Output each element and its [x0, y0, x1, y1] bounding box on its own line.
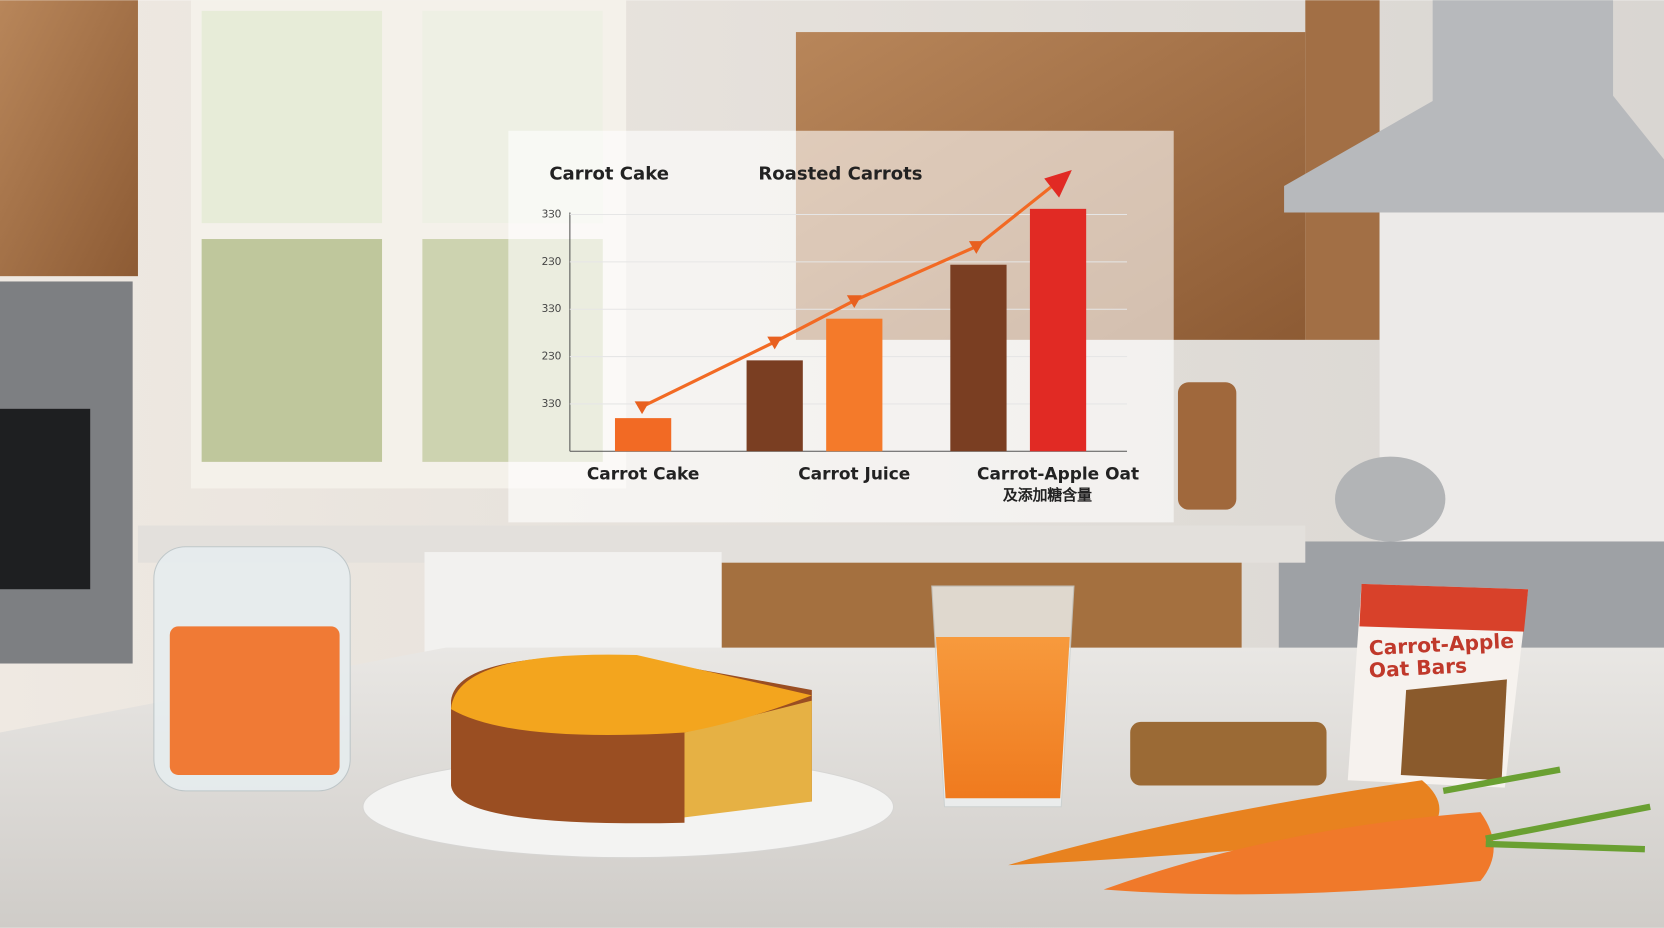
carrot-greens	[1442, 766, 1651, 853]
y-tick-label: 3Ɜ0	[542, 397, 562, 410]
chart-annotation: Roasted Carrots	[758, 163, 922, 184]
x-tick-label: Carrot Juice	[798, 465, 910, 485]
cabinet	[0, 0, 138, 277]
chart-annotation: Carrot Cake	[549, 163, 669, 184]
x-tick-label: Carrot-Apple Oat	[977, 465, 1139, 485]
carrot	[1103, 812, 1494, 895]
bar	[950, 264, 1007, 452]
range-hood	[1284, 0, 1664, 213]
package-band	[1359, 583, 1529, 632]
chart-overlay: Carrot Cake Roasted Carrots 3Ɜ0 2Ɜ0 3Ɜ0 2Ɜ0…	[508, 130, 1174, 523]
frosting	[451, 654, 812, 736]
cutting-board	[1177, 382, 1237, 510]
bar	[614, 418, 672, 452]
trend-marker	[767, 336, 783, 350]
trend-marker	[634, 401, 650, 415]
trend-arrowhead	[1044, 170, 1072, 198]
y-tick-label: 3Ɜ0	[542, 208, 562, 221]
bar	[1029, 208, 1087, 452]
bar	[746, 360, 803, 452]
jar-carrots	[169, 626, 340, 775]
y-tick-label: 3Ɜ0	[542, 302, 562, 315]
x-tick-label: Carrot Cake	[587, 465, 700, 485]
cake-slice	[684, 700, 812, 818]
window-pane	[201, 10, 383, 224]
trend-marker	[846, 295, 862, 308]
package-oats	[1400, 679, 1507, 781]
y-tick-label: 2Ɜ0	[542, 350, 562, 363]
window-pane	[201, 239, 383, 462]
oat-bar	[1130, 721, 1327, 786]
x-tick-note: 及添加糖含量	[1003, 486, 1092, 504]
trend-marker	[968, 241, 984, 254]
package-text: Oat Bars	[1368, 653, 1467, 682]
sink	[424, 552, 722, 659]
y-tick-label: 2Ɜ0	[542, 255, 562, 268]
bar	[826, 318, 883, 452]
roasted-carrot	[1008, 780, 1440, 866]
kettle	[1335, 456, 1446, 542]
juice	[936, 636, 1070, 799]
oven-window	[0, 408, 91, 590]
